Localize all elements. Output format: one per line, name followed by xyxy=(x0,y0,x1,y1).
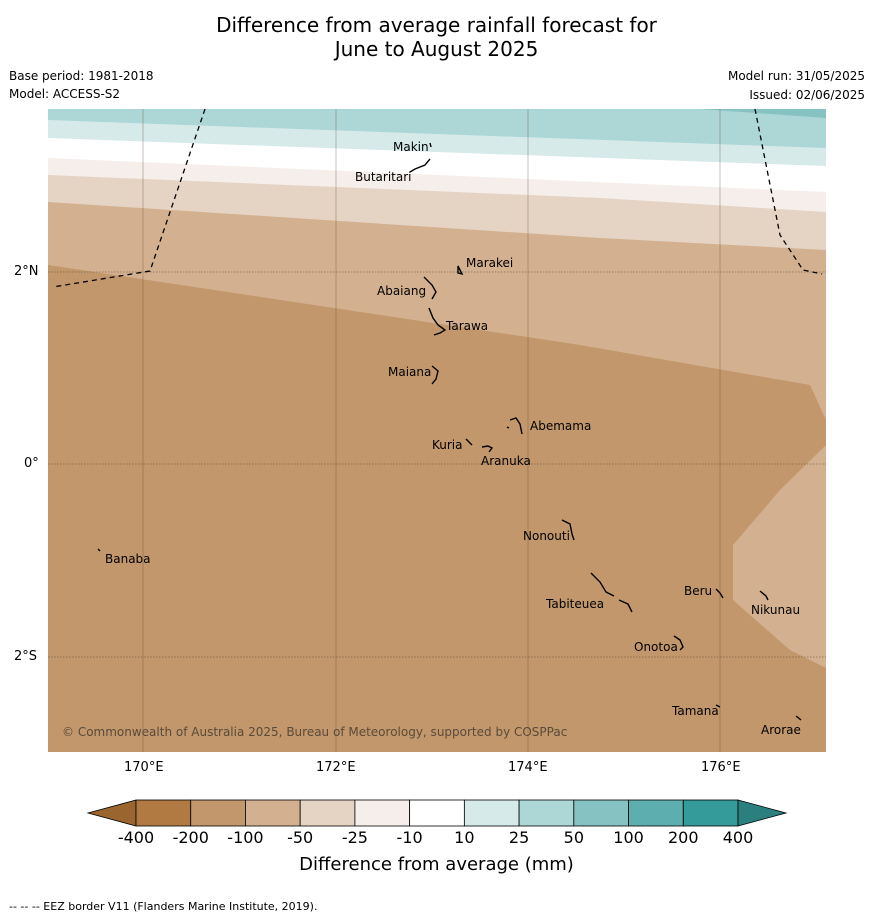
place-label: Kuria xyxy=(432,438,463,452)
colorbar-low-extend xyxy=(86,799,137,827)
band-plus-50 xyxy=(700,109,826,118)
issued-date: Issued: 02/06/2025 xyxy=(749,88,865,102)
colorbar-tick-label: -100 xyxy=(227,828,264,847)
lat-tick-0: 0° xyxy=(24,456,39,471)
colorbar-swatch xyxy=(463,799,520,827)
colorbar-tick-label: 100 xyxy=(613,828,644,847)
map-title-line2: June to August 2025 xyxy=(334,37,539,61)
place-label: Aranuka xyxy=(481,454,531,468)
colorbar-tick-label: -400 xyxy=(117,828,155,847)
place-label: Tabiteuea xyxy=(546,597,605,611)
colorbar-swatch xyxy=(573,799,629,827)
lat-tick-2n: 2°N xyxy=(14,264,39,279)
colorbar-tick-label: 10 xyxy=(454,828,475,847)
colorbar xyxy=(86,799,788,827)
colorbar-swatch xyxy=(409,799,465,827)
eez-footnote: -- -- -- EEZ border V11 (Flanders Marine… xyxy=(9,900,318,913)
colorbar-high-extend xyxy=(737,799,788,827)
place-label: Maiana xyxy=(388,365,432,379)
base-period: Base period: 1981-2018 xyxy=(9,69,154,83)
colorbar-swatch xyxy=(628,799,684,827)
band-minus-100-east xyxy=(733,445,826,752)
colorbar-tick-label: -200 xyxy=(172,828,209,847)
place-label: Abemama xyxy=(530,419,592,433)
place-label: Onotoa xyxy=(634,640,678,654)
colorbar-swatch xyxy=(299,799,356,827)
colorbar-swatch xyxy=(245,799,301,827)
place-label: Banaba xyxy=(105,552,151,566)
colorbar-swatch xyxy=(135,799,192,827)
map-title-line1: Difference from average rainfall forecas… xyxy=(216,13,657,37)
eez-border xyxy=(52,109,823,288)
place-label: Marakei xyxy=(466,256,514,270)
place-label: Arorae xyxy=(761,723,801,737)
colorbar-swatch xyxy=(518,799,575,827)
place-label: Makin xyxy=(393,140,429,154)
lon-tick-176e: 176°E xyxy=(701,760,741,775)
place-label: Nonouti xyxy=(523,529,570,543)
place-label: Tarawa xyxy=(446,319,489,333)
band-plus-25 xyxy=(48,109,826,148)
islands xyxy=(97,142,802,721)
colorbar-tick-label: 25 xyxy=(508,828,530,847)
lon-tick-172e: 172°E xyxy=(316,760,356,775)
place-label: Butaritari xyxy=(355,170,412,184)
model-run: Model run: 31/05/2025 xyxy=(727,69,865,83)
place-label: Abaiang xyxy=(377,284,427,298)
colorbar-tick-label: 200 xyxy=(667,828,699,847)
colorbar-tick-label: 50 xyxy=(563,828,584,847)
place-label: Beru xyxy=(684,584,713,598)
copyright-notice: © Commonwealth of Australia 2025, Bureau… xyxy=(62,725,568,739)
colorbar-tick-label: -10 xyxy=(396,828,423,847)
place-label: Nikunau xyxy=(751,603,801,617)
colorbar-tick-label: -25 xyxy=(341,828,368,847)
colorbar-title: Difference from average (mm) xyxy=(299,854,574,875)
colorbar-tick-label: 400 xyxy=(722,828,754,847)
lat-tick-2s: 2°S xyxy=(14,649,38,664)
colorbar-tick-label: -50 xyxy=(287,828,314,847)
place-label: Tamana xyxy=(672,704,719,718)
colorbar-swatch xyxy=(190,799,246,827)
lon-tick-170e: 170°E xyxy=(124,760,164,775)
colorbar-swatch xyxy=(354,799,411,827)
model-name: Model: ACCESS-S2 xyxy=(9,87,121,101)
lon-tick-174e: 174°E xyxy=(508,760,548,775)
colorbar-swatch xyxy=(682,799,739,827)
